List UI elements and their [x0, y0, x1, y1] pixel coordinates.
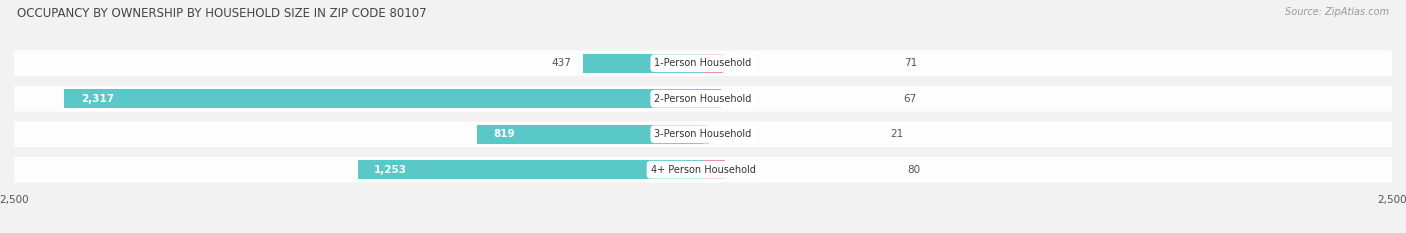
Bar: [703, 125, 709, 144]
Text: OCCUPANCY BY OWNERSHIP BY HOUSEHOLD SIZE IN ZIP CODE 80107: OCCUPANCY BY OWNERSHIP BY HOUSEHOLD SIZE…: [17, 7, 426, 20]
Text: 71: 71: [904, 58, 918, 68]
Text: 1-Person Household: 1-Person Household: [654, 58, 752, 68]
Text: Source: ZipAtlas.com: Source: ZipAtlas.com: [1285, 7, 1389, 17]
FancyBboxPatch shape: [14, 51, 1392, 76]
Text: 67: 67: [903, 94, 917, 104]
Text: 4+ Person Household: 4+ Person Household: [651, 165, 755, 175]
Bar: [703, 54, 723, 73]
Bar: [357, 160, 703, 179]
Text: 3-Person Household: 3-Person Household: [654, 129, 752, 139]
Bar: [703, 89, 721, 108]
FancyBboxPatch shape: [14, 157, 1392, 182]
Text: 1,253: 1,253: [374, 165, 408, 175]
Text: 819: 819: [494, 129, 516, 139]
Bar: [477, 125, 703, 144]
Bar: [582, 54, 703, 73]
Text: 80: 80: [907, 165, 920, 175]
FancyBboxPatch shape: [14, 86, 1392, 112]
Text: 437: 437: [551, 58, 572, 68]
Text: 2-Person Household: 2-Person Household: [654, 94, 752, 104]
Bar: [703, 160, 725, 179]
Text: 21: 21: [890, 129, 904, 139]
FancyBboxPatch shape: [14, 121, 1392, 147]
Text: 2,317: 2,317: [82, 94, 114, 104]
Bar: [65, 89, 703, 108]
